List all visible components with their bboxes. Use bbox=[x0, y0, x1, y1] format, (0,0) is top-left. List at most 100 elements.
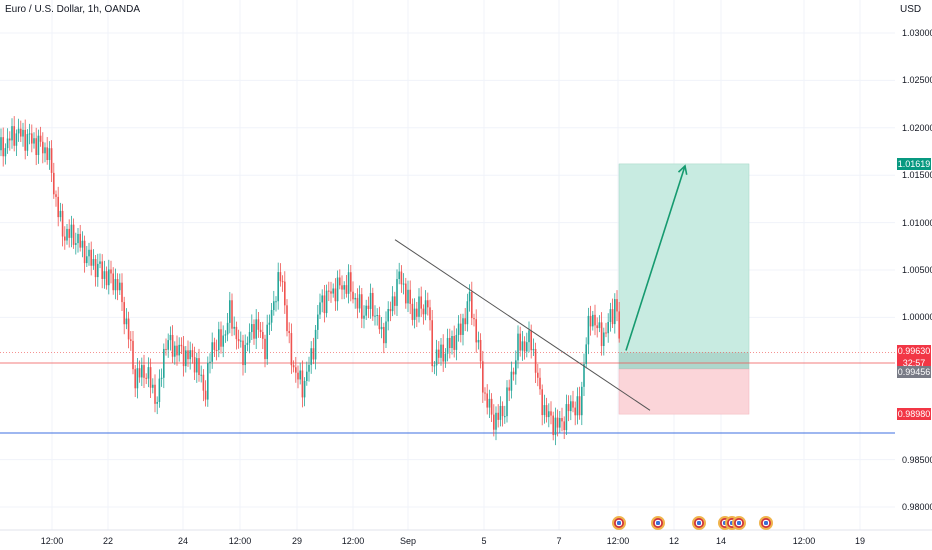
candle-body bbox=[299, 370, 301, 380]
candle-body bbox=[55, 194, 57, 197]
candle-body bbox=[242, 340, 244, 366]
candle-body bbox=[24, 129, 26, 151]
candle-body bbox=[257, 319, 260, 330]
economic-event-icon[interactable] bbox=[759, 516, 773, 530]
candle-body bbox=[376, 315, 378, 317]
candle-body bbox=[81, 240, 84, 248]
candle-body bbox=[541, 389, 543, 416]
candle-body bbox=[75, 243, 77, 245]
candle-body bbox=[611, 309, 614, 325]
time-tick-label: 19 bbox=[854, 536, 866, 546]
candle-body bbox=[510, 371, 513, 391]
candle-body bbox=[207, 362, 209, 400]
candle-body bbox=[343, 285, 345, 290]
candle-body bbox=[334, 288, 337, 302]
candle-body bbox=[22, 129, 24, 137]
candle-body bbox=[42, 141, 44, 154]
candle-body bbox=[416, 308, 418, 317]
time-tick-label: 12:00 bbox=[341, 536, 365, 546]
candle-body bbox=[171, 334, 174, 357]
candle-body bbox=[200, 374, 202, 376]
candle-body bbox=[17, 128, 20, 134]
candle-body bbox=[400, 271, 403, 285]
candle-body bbox=[6, 138, 9, 149]
candle-body bbox=[350, 272, 352, 292]
candle-body bbox=[94, 259, 97, 278]
candle-body bbox=[407, 289, 409, 304]
candle-body bbox=[570, 401, 572, 412]
candle-body bbox=[420, 296, 422, 309]
candle-body bbox=[431, 320, 433, 367]
candle-body bbox=[422, 308, 425, 315]
candle-body bbox=[539, 377, 541, 390]
candle-body bbox=[202, 374, 205, 391]
candle-body bbox=[554, 417, 557, 436]
candle-body bbox=[453, 335, 455, 350]
candle-body bbox=[495, 412, 497, 430]
candle-body bbox=[609, 309, 612, 322]
candle-body bbox=[125, 318, 128, 325]
candle-body bbox=[548, 411, 550, 418]
candle-body bbox=[35, 138, 37, 155]
time-tick-label: 7 bbox=[556, 536, 562, 546]
candle-body bbox=[48, 148, 51, 160]
candle-body bbox=[99, 261, 101, 264]
candle-body bbox=[559, 418, 561, 428]
economic-event-icon[interactable] bbox=[651, 516, 665, 530]
candle-body bbox=[605, 332, 607, 334]
economic-event-icon[interactable] bbox=[612, 516, 626, 530]
time-tick-label: 29 bbox=[291, 536, 303, 546]
candle-body bbox=[391, 296, 394, 312]
candle-body bbox=[521, 341, 524, 351]
candle-body bbox=[556, 417, 559, 428]
candle-body bbox=[226, 322, 229, 335]
candle-body bbox=[517, 333, 519, 361]
candle-body bbox=[244, 344, 246, 366]
current-price-tag: 0.99630 bbox=[897, 345, 931, 358]
candle-body bbox=[46, 147, 48, 160]
candle-body bbox=[442, 344, 444, 362]
candle-body bbox=[387, 308, 389, 322]
candle-body bbox=[193, 357, 196, 373]
candle-body bbox=[603, 332, 605, 347]
candle-body bbox=[88, 249, 90, 257]
candle-body bbox=[475, 319, 477, 343]
candle-body bbox=[574, 407, 576, 416]
candle-body bbox=[526, 342, 528, 352]
candle-body bbox=[581, 386, 583, 416]
candle-body bbox=[86, 256, 88, 264]
candle-body bbox=[312, 348, 315, 360]
candle-body bbox=[70, 224, 73, 238]
candle-body bbox=[174, 345, 176, 357]
candle-body bbox=[409, 289, 411, 304]
candle-body bbox=[446, 337, 449, 354]
candle-body bbox=[292, 365, 295, 368]
candle-body bbox=[457, 323, 460, 335]
candle-body bbox=[477, 339, 480, 343]
candle-body bbox=[479, 339, 482, 362]
candle-body bbox=[583, 363, 585, 387]
open-pnl-zone bbox=[619, 352, 749, 369]
currency-label[interactable]: USD bbox=[900, 4, 922, 15]
candle-body bbox=[484, 392, 486, 394]
candle-body bbox=[295, 367, 297, 373]
candle-body bbox=[92, 259, 95, 266]
candle-body bbox=[279, 272, 282, 282]
candle-body bbox=[501, 405, 504, 417]
candle-body bbox=[127, 318, 130, 340]
economic-event-icon[interactable] bbox=[692, 516, 706, 530]
candle-body bbox=[141, 365, 143, 378]
economic-event-icon[interactable] bbox=[732, 516, 746, 530]
candle-body bbox=[486, 393, 488, 408]
candle-body bbox=[53, 172, 55, 195]
candle-body bbox=[380, 326, 383, 330]
candle-body bbox=[147, 367, 150, 379]
candle-body bbox=[204, 390, 207, 400]
candle-body bbox=[572, 401, 574, 408]
candle-body bbox=[482, 361, 484, 393]
symbol-title[interactable]: Euro / U.S. Dollar, 1h, OANDA bbox=[5, 4, 141, 15]
candle-body bbox=[600, 322, 603, 347]
candle-body bbox=[28, 133, 31, 135]
candle-body bbox=[237, 339, 240, 342]
